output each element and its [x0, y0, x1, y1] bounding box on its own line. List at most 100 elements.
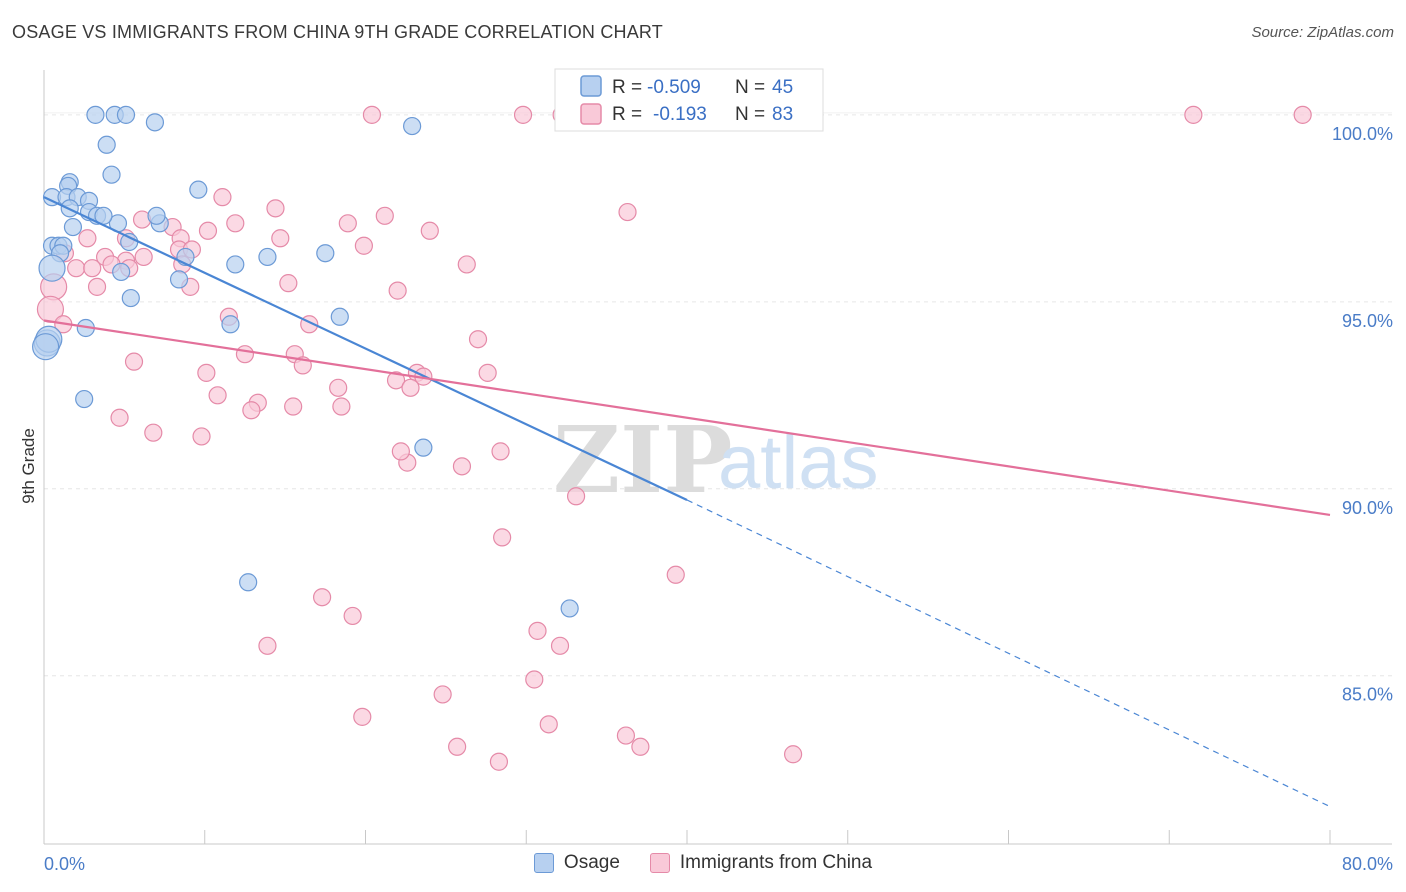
data-point	[102, 165, 121, 184]
trend-line-osage-extension	[686, 499, 1331, 808]
data-point	[198, 221, 218, 240]
legend-box: R = -0.509 N = 45 R = -0.193 N = 83	[554, 68, 824, 132]
data-point	[67, 259, 86, 278]
data-point	[362, 105, 382, 124]
data-point	[631, 737, 650, 756]
data-point	[189, 180, 208, 199]
data-point	[391, 442, 410, 461]
legend-swatch-osage-bottom	[533, 853, 554, 873]
chart-title: OSAGE VS IMMIGRANTS FROM CHINA 9TH GRADE…	[12, 22, 664, 42]
trend-lines	[43, 196, 1331, 808]
legend-label-osage: Osage	[563, 852, 620, 873]
data-point	[618, 202, 637, 222]
data-point	[271, 229, 290, 248]
data-point	[87, 277, 107, 296]
data-point	[63, 217, 83, 237]
bottom-legend: Osage Immigrants from China	[0, 852, 1406, 874]
legend-swatch-china-bottom	[649, 853, 670, 873]
data-point	[83, 259, 102, 278]
legend-item-china: Immigrants from China	[649, 852, 873, 874]
data-point	[489, 752, 509, 771]
data-point	[124, 352, 144, 371]
data-point	[208, 386, 227, 405]
source-label: Source: ZipAtlas.com	[1251, 24, 1394, 41]
legend-n-value-osage: 45	[772, 77, 793, 98]
legend-r-label-china: R =	[612, 104, 642, 125]
data-point	[226, 214, 245, 233]
data-point	[192, 427, 211, 446]
data-point	[343, 606, 362, 626]
x-tick-max: 80.0%	[1342, 854, 1393, 874]
data-point	[414, 438, 433, 457]
legend-swatch-china	[580, 103, 602, 125]
data-point	[32, 333, 60, 361]
data-point	[144, 423, 163, 442]
data-point	[388, 281, 407, 300]
data-point	[110, 408, 129, 427]
data-point	[401, 378, 420, 397]
x-tick-min: 0.0%	[44, 854, 85, 874]
data-point	[221, 315, 240, 334]
data-point	[783, 745, 803, 764]
data-point	[235, 345, 255, 364]
data-point	[468, 330, 488, 349]
data-point	[420, 221, 439, 240]
data-point	[121, 288, 140, 308]
x-tick-labels: 0.0% 80.0%	[44, 854, 1393, 874]
data-point	[329, 378, 348, 397]
y-tick-label: 95.0%	[1342, 311, 1393, 331]
legend-r-value-osage: -0.509	[647, 77, 701, 98]
y-tick-label: 85.0%	[1342, 685, 1393, 705]
data-point	[386, 371, 406, 390]
data-point	[258, 636, 277, 655]
data-point	[116, 105, 136, 124]
legend-n-label-osage: N =	[735, 77, 765, 98]
data-point	[78, 229, 97, 248]
y-tick-label: 90.0%	[1342, 498, 1393, 518]
data-point	[332, 397, 351, 416]
y-axis-label: 9th Grade	[19, 428, 38, 504]
data-point	[354, 236, 373, 255]
data-point	[539, 715, 558, 734]
data-point	[197, 363, 216, 382]
data-point	[528, 621, 547, 640]
data-point	[258, 247, 277, 267]
data-point	[145, 113, 165, 132]
data-point	[38, 254, 66, 282]
data-point	[513, 105, 533, 124]
data-point	[353, 707, 372, 726]
trend-line-china	[43, 319, 1331, 517]
y-tick-label: 100.0%	[1332, 124, 1393, 144]
data-point	[403, 116, 422, 136]
data-point	[330, 307, 349, 326]
data-point	[147, 206, 166, 225]
data-point	[284, 397, 303, 416]
data-point	[86, 105, 105, 124]
data-point	[433, 685, 452, 704]
data-point	[312, 588, 332, 607]
y-tick-labels: 100.0% 95.0% 90.0% 85.0%	[1332, 124, 1393, 705]
legend-label-china: Immigrants from China	[679, 852, 873, 873]
data-point	[478, 363, 497, 382]
legend-r-value-china: -0.193	[653, 104, 707, 125]
data-point	[457, 255, 476, 274]
gridlines	[44, 112, 1392, 677]
data-point	[1184, 105, 1203, 124]
data-point	[448, 737, 467, 756]
data-point	[525, 670, 544, 689]
data-point	[112, 262, 131, 282]
data-point	[134, 247, 153, 267]
data-point	[239, 573, 258, 592]
data-point	[616, 726, 636, 745]
data-point	[560, 599, 579, 618]
data-point	[566, 487, 586, 506]
legend-item-osage: Osage	[533, 852, 620, 874]
data-point	[493, 528, 512, 547]
data-point	[97, 135, 116, 154]
data-point	[338, 214, 357, 233]
legend-n-value-china: 83	[772, 104, 793, 125]
data-point	[213, 188, 232, 207]
trend-line-osage	[43, 196, 688, 501]
data-point	[316, 244, 335, 263]
